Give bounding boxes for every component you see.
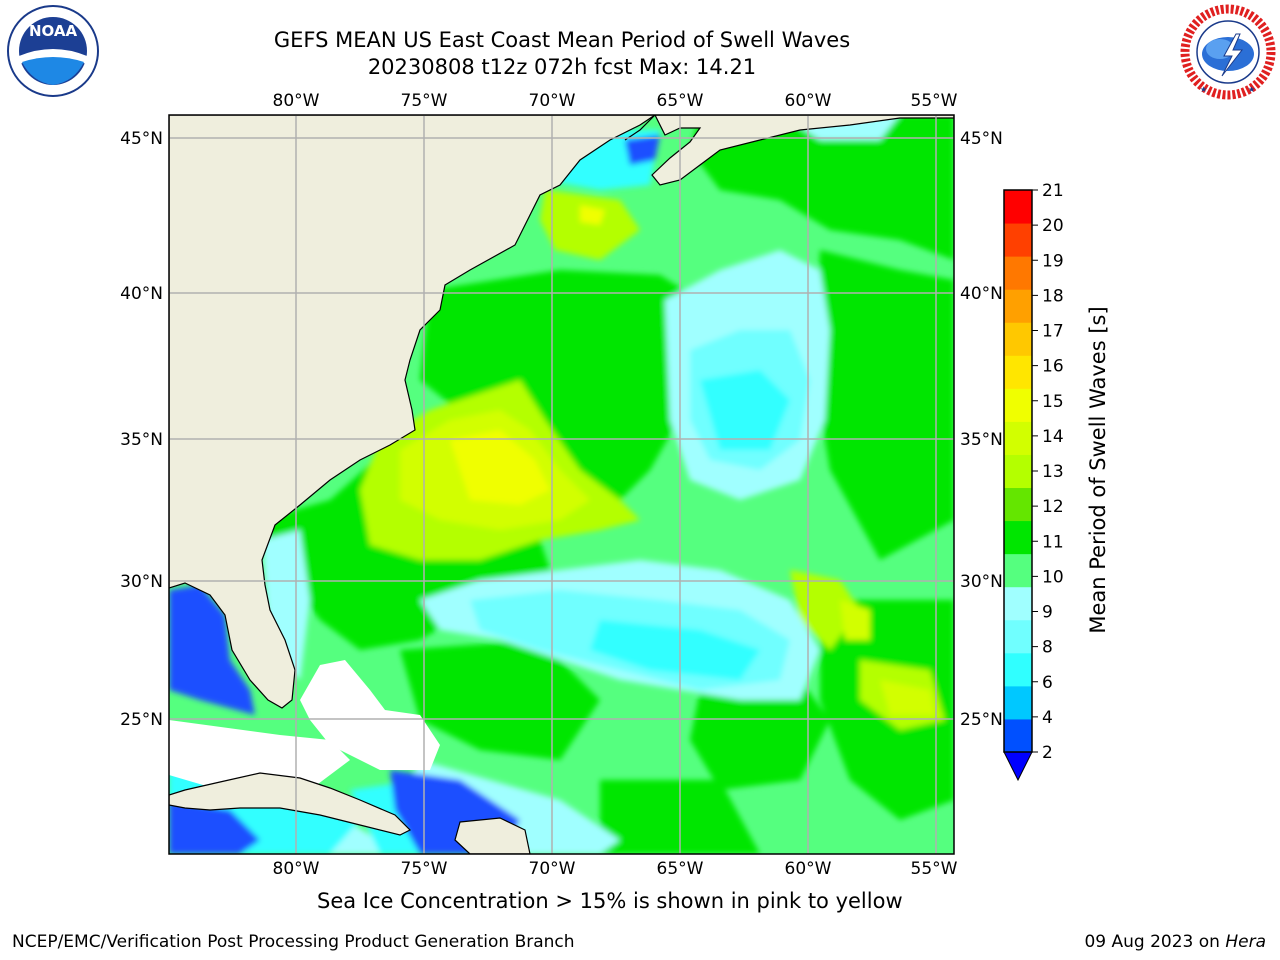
lon-tick-top: 65°W [657,91,704,111]
colorbar-tick-label: 10 [1042,567,1064,587]
colorbar-swatch [1004,355,1032,389]
sea-ice-note: Sea Ice Concentration > 15% is shown in … [317,889,903,913]
colorbar-tick-label: 9 [1042,603,1053,623]
lon-tick-top: 80°W [273,91,320,111]
colorbar-tick-label: 20 [1042,216,1064,236]
lon-tick-bottom: 55°W [911,859,958,879]
colorbar-swatch [1004,685,1032,720]
graticule [169,115,954,854]
noaa-logo-text: NOAA [29,22,78,40]
colorbar-swatch [1004,619,1032,654]
colorbar-tick-label: 11 [1042,532,1064,552]
lon-tick-top: 70°W [529,91,576,111]
lat-ticks-left: 45°N 40°N 35°N 30°N 25°N [120,129,163,730]
lon-tick-bottom: 80°W [273,859,320,879]
hispaniola [454,817,531,854]
colorbar-swatch [1004,421,1032,455]
lat-ticks-right: 45°N 40°N 35°N 30°N 25°N [960,129,1003,730]
map-frame [168,114,955,855]
colorbar-swatch [1004,289,1032,323]
colorbar-tick-label: 18 [1042,286,1064,306]
colorbar-swatch [1004,190,1032,224]
map-title: GEFS MEAN US East Coast Mean Period of S… [273,28,851,52]
colorbar-swatch [1004,652,1032,687]
lon-ticks-top: 80°W 75°W 70°W 65°W 60°W 55°W [273,91,958,111]
lat-tick-left: 35°N [120,430,163,450]
lat-tick-right: 30°N [960,572,1003,592]
cuba [169,772,412,836]
lon-tick-top: 55°W [911,91,958,111]
colorbar-tick-label: 14 [1042,427,1064,447]
colorbar-swatch [1004,388,1032,422]
colorbar-tick-label: 16 [1042,357,1064,377]
colorbar-tick-label: 21 [1042,181,1064,201]
us-mainland [169,115,657,709]
footer-date: 09 Aug 2023 on Hera [1084,932,1266,952]
colorbar-tick-label: 15 [1042,392,1064,412]
colorbar: 2 4 6 8 9 10 11 12 13 14 15 16 17 18 19 20 21 [1003,181,1064,782]
lon-tick-bottom: 65°W [657,859,704,879]
lon-tick-top: 60°W [785,91,832,111]
colorbar-tick-label: 17 [1042,322,1064,342]
footer-machine: Hera [1225,932,1266,952]
lat-tick-right: 40°N [960,284,1003,304]
colorbar-tick-label: 2 [1042,743,1053,763]
svg-text:★: ★ [1248,85,1255,94]
colorbar-tick-label: 8 [1042,638,1053,658]
colorbar-label: Mean Period of Swell Waves [s] [1086,306,1110,634]
noaa-logo: NOAA [7,5,99,97]
nws-logo: ★ ★ [1180,4,1276,100]
colorbar-swatch [1004,256,1032,290]
lon-ticks-bottom: 80°W 75°W 70°W 65°W 60°W 55°W [273,859,958,879]
bahamas-nodata [300,660,440,770]
gulf-nodata [169,720,350,790]
svg-text:★: ★ [1200,85,1207,94]
colorbar-swatch [1004,454,1032,489]
lon-tick-bottom: 60°W [785,859,832,879]
lon-tick-bottom: 75°W [401,859,448,879]
lon-tick-top: 75°W [401,91,448,111]
lat-tick-right: 25°N [960,710,1003,730]
lat-tick-left: 30°N [120,572,163,592]
lat-tick-left: 40°N [120,284,163,304]
colorbar-swatch [1004,487,1032,522]
colorbar-swatch [1004,322,1032,356]
footer-date-text: 09 Aug 2023 on [1084,932,1226,952]
colorbar-tick-label: 19 [1042,251,1064,271]
forecast-subtitle: 20230808 t12z 072h fcst Max: 14.21 [367,55,757,79]
colorbar-swatch [1004,553,1032,588]
lat-tick-left: 45°N [120,129,163,149]
lat-tick-right: 35°N [960,430,1003,450]
colorbar-swatch [1004,718,1032,753]
lat-tick-left: 25°N [120,710,163,730]
colorbar-tick-label: 6 [1042,673,1053,693]
colorbar-tick-label: 13 [1042,462,1064,482]
colorbar-swatch [1004,586,1032,621]
lat-tick-right: 45°N [960,129,1003,149]
map-panel [169,115,954,854]
footer-credit: NCEP/EMC/Verification Post Processing Pr… [12,932,575,952]
lon-tick-bottom: 70°W [529,859,576,879]
colorbar-extend-low [1003,751,1033,782]
colorbar-swatch [1004,223,1032,257]
colorbar-swatch [1004,520,1032,555]
land-masses [169,115,954,854]
nova-scotia [651,115,954,186]
colorbar-tick-label: 4 [1042,708,1053,728]
colorbar-tick-label: 12 [1042,497,1064,517]
